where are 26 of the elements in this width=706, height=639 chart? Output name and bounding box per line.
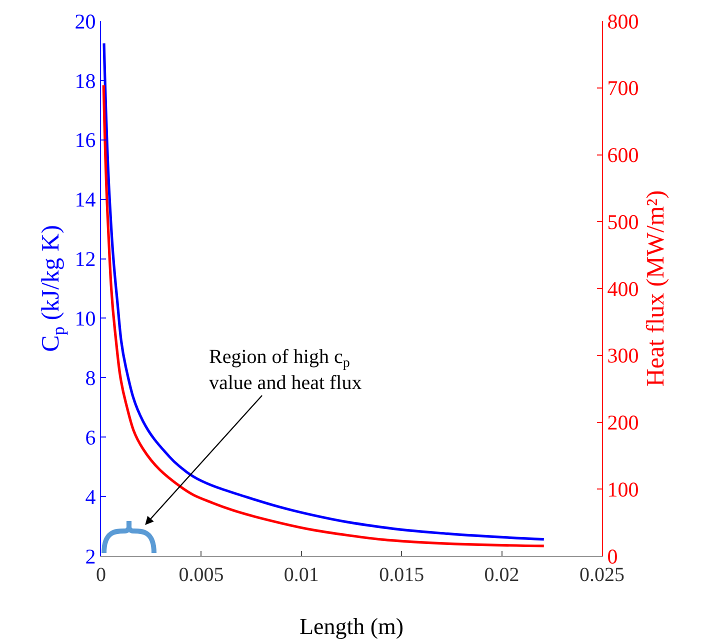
y-tick-label: 16 — [74, 128, 96, 152]
y2-tick-label: 700 — [607, 76, 639, 100]
y-tick-label: 4 — [85, 484, 96, 509]
y2-tick-label: 400 — [607, 276, 639, 301]
y-tick-label: 20 — [74, 9, 96, 34]
y2-tick-label: 600 — [607, 143, 639, 168]
y2-tick-label: 100 — [607, 477, 639, 502]
y-tick-label: 12 — [74, 247, 96, 272]
y-tick-label: 8 — [85, 366, 96, 390]
y2-tick-label: 500 — [607, 210, 639, 234]
y-tick-label: 14 — [74, 188, 96, 212]
y-tick-label: 18 — [74, 68, 96, 93]
x-tick-label: 0.005 — [178, 564, 224, 586]
x-tick-label: 0.015 — [379, 564, 424, 586]
y2-tick-label: 200 — [607, 410, 639, 435]
y-tick-label: 2 — [85, 544, 96, 568]
x-tick-label: 0 — [96, 564, 106, 586]
y2-tick-label: 800 — [607, 9, 639, 34]
x-axis-title: Length (m) — [299, 614, 404, 639]
y2-axis-title: Heat flux (MW/m²) — [642, 190, 670, 387]
annotation: Region of high c$_{p}$ value and heat flux — [209, 346, 362, 394]
x-tick-label: 0.02 — [484, 564, 520, 586]
y-tick-label: 6 — [85, 425, 96, 450]
x-tick-label: 0.01 — [284, 564, 319, 586]
y-tick-label: 10 — [74, 306, 96, 331]
y2-tick-label: 300 — [607, 344, 639, 368]
